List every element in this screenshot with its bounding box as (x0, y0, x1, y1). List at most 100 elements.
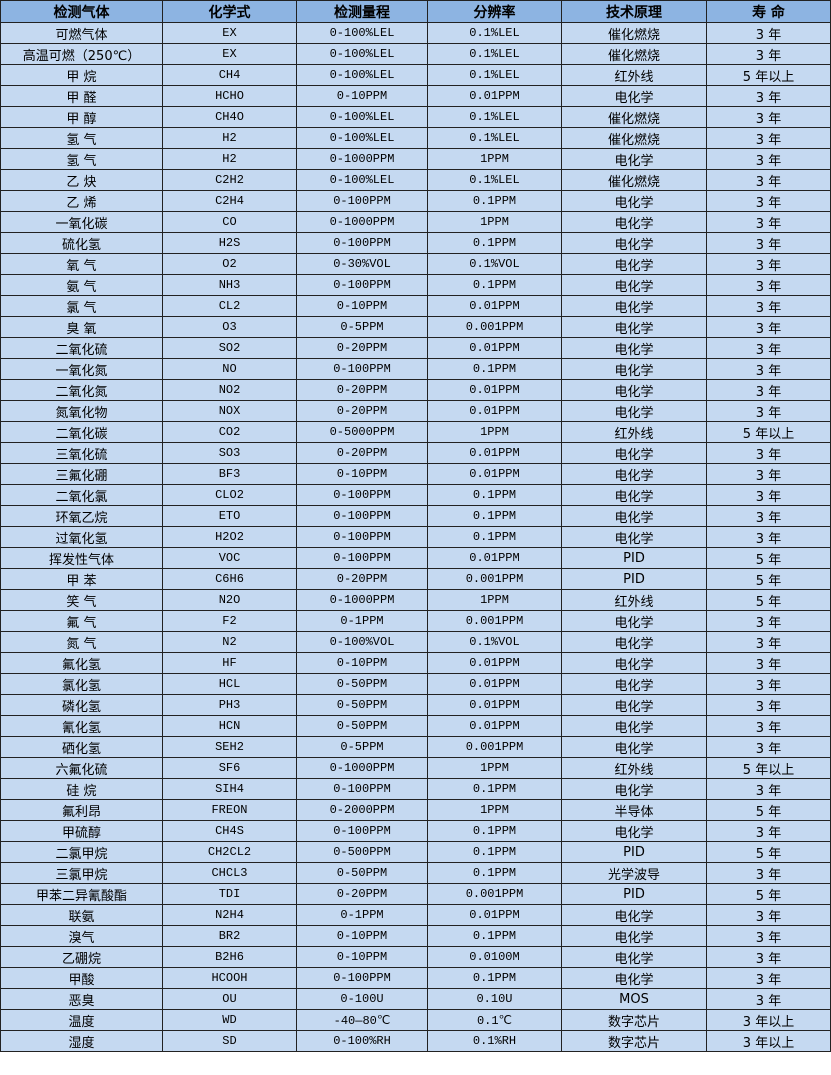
table-row: 氯 气 CL2 0-10PPM 0.01PPM 电化学 3 年 (0, 295, 831, 317)
formula-cell: HCN (162, 715, 297, 737)
lifespan-cell: 3 年以上 (706, 1009, 831, 1031)
lifespan-cell: 5 年 (706, 547, 831, 569)
gas-cell: 一氧化碳 (0, 211, 163, 233)
gas-cell: 笑 气 (0, 589, 163, 611)
principle-cell: 电化学 (561, 820, 707, 842)
resolution-cell: 0.1PPM (427, 862, 562, 884)
table-row: 环氧乙烷 ETO 0-100PPM 0.1PPM 电化学 3 年 (0, 505, 831, 527)
range-cell: 0-100%LEL (296, 127, 428, 149)
table-row: 三氟化硼 BF3 0-10PPM 0.01PPM 电化学 3 年 (0, 463, 831, 485)
formula-cell: BR2 (162, 925, 297, 947)
table-row: 挥发性气体 VOC 0-100PPM 0.01PPM PID 5 年 (0, 547, 831, 569)
gas-cell: 过氧化氢 (0, 526, 163, 548)
formula-cell: HCL (162, 673, 297, 695)
formula-cell: EX (162, 22, 297, 44)
principle-cell: 电化学 (561, 946, 707, 968)
resolution-cell: 0.1PPM (427, 358, 562, 380)
formula-cell: CH4S (162, 820, 297, 842)
principle-cell: 电化学 (561, 400, 707, 422)
formula-cell: TDI (162, 883, 297, 905)
resolution-cell: 1PPM (427, 589, 562, 611)
principle-cell: 电化学 (561, 274, 707, 296)
gas-cell: 挥发性气体 (0, 547, 163, 569)
lifespan-cell: 3 年 (706, 169, 831, 191)
table-row: 乙 烯 C2H4 0-100PPM 0.1PPM 电化学 3 年 (0, 190, 831, 212)
gas-cell: 甲 烷 (0, 64, 163, 86)
table-row: 乙硼烷 B2H6 0-10PPM 0.0100M 电化学 3 年 (0, 946, 831, 968)
resolution-cell: 1PPM (427, 799, 562, 821)
lifespan-cell: 3 年 (706, 400, 831, 422)
gas-cell: 磷化氢 (0, 694, 163, 716)
header-range: 检测量程 (296, 0, 428, 23)
table-row: 联氨 N2H4 0-1PPM 0.01PPM 电化学 3 年 (0, 904, 831, 926)
principle-cell: 数字芯片 (561, 1009, 707, 1031)
lifespan-cell: 3 年 (706, 631, 831, 653)
formula-cell: NOX (162, 400, 297, 422)
range-cell: 0-100PPM (296, 526, 428, 548)
resolution-cell: 0.1%VOL (427, 631, 562, 653)
formula-cell: NO2 (162, 379, 297, 401)
lifespan-cell: 5 年 (706, 841, 831, 863)
range-cell: 0-5PPM (296, 316, 428, 338)
gas-cell: 氮氧化物 (0, 400, 163, 422)
resolution-cell: 0.01PPM (427, 295, 562, 317)
lifespan-cell: 3 年 (706, 358, 831, 380)
gas-cell: 三氟化硼 (0, 463, 163, 485)
principle-cell: 催化燃烧 (561, 22, 707, 44)
resolution-cell: 0.1℃ (427, 1009, 562, 1031)
resolution-cell: 0.01PPM (427, 715, 562, 737)
resolution-cell: 0.001PPM (427, 610, 562, 632)
principle-cell: 数字芯片 (561, 1030, 707, 1052)
principle-cell: 电化学 (561, 715, 707, 737)
principle-cell: 电化学 (561, 736, 707, 758)
table-row: 硫化氢 H2S 0-100PPM 0.1PPM 电化学 3 年 (0, 232, 831, 254)
resolution-cell: 1PPM (427, 421, 562, 443)
principle-cell: 电化学 (561, 904, 707, 926)
gas-cell: 硒化氢 (0, 736, 163, 758)
lifespan-cell: 3 年 (706, 442, 831, 464)
formula-cell: B2H6 (162, 946, 297, 968)
range-cell: 0-10PPM (296, 295, 428, 317)
formula-cell: CLO2 (162, 484, 297, 506)
resolution-cell: 1PPM (427, 757, 562, 779)
gas-cell: 氟化氢 (0, 652, 163, 674)
gas-cell: 氰化氢 (0, 715, 163, 737)
range-cell: 0-20PPM (296, 568, 428, 590)
formula-cell: CH2CL2 (162, 841, 297, 863)
formula-cell: ETO (162, 505, 297, 527)
principle-cell: 电化学 (561, 190, 707, 212)
resolution-cell: 0.1%VOL (427, 253, 562, 275)
formula-cell: SF6 (162, 757, 297, 779)
lifespan-cell: 3 年 (706, 736, 831, 758)
lifespan-cell: 5 年以上 (706, 757, 831, 779)
resolution-cell: 0.001PPM (427, 568, 562, 590)
lifespan-cell: 3 年 (706, 484, 831, 506)
formula-cell: HCOOH (162, 967, 297, 989)
principle-cell: 半导体 (561, 799, 707, 821)
table-row: 甲 醇 CH4O 0-100%LEL 0.1%LEL 催化燃烧 3 年 (0, 106, 831, 128)
range-cell: 0-10PPM (296, 652, 428, 674)
gas-cell: 二氧化氯 (0, 484, 163, 506)
gas-cell: 甲酸 (0, 967, 163, 989)
header-row: 检测气体 化学式 检测量程 分辨率 技术原理 寿 命 (0, 0, 831, 23)
table-row: 氟化氢 HF 0-10PPM 0.01PPM 电化学 3 年 (0, 652, 831, 674)
formula-cell: OU (162, 988, 297, 1010)
resolution-cell: 0.01PPM (427, 694, 562, 716)
formula-cell: PH3 (162, 694, 297, 716)
principle-cell: 催化燃烧 (561, 106, 707, 128)
range-cell: 0-100PPM (296, 778, 428, 800)
principle-cell: 催化燃烧 (561, 43, 707, 65)
table-row: 恶臭 OU 0-100U 0.10U MOS 3 年 (0, 988, 831, 1010)
lifespan-cell: 3 年 (706, 904, 831, 926)
range-cell: 0-2000PPM (296, 799, 428, 821)
lifespan-cell: 3 年 (706, 148, 831, 170)
principle-cell: 电化学 (561, 694, 707, 716)
lifespan-cell: 3 年 (706, 862, 831, 884)
lifespan-cell: 3 年 (706, 106, 831, 128)
lifespan-cell: 3 年 (706, 946, 831, 968)
principle-cell: 电化学 (561, 253, 707, 275)
resolution-cell: 1PPM (427, 148, 562, 170)
principle-cell: 电化学 (561, 484, 707, 506)
range-cell: 0-1000PPM (296, 757, 428, 779)
resolution-cell: 0.1%LEL (427, 106, 562, 128)
